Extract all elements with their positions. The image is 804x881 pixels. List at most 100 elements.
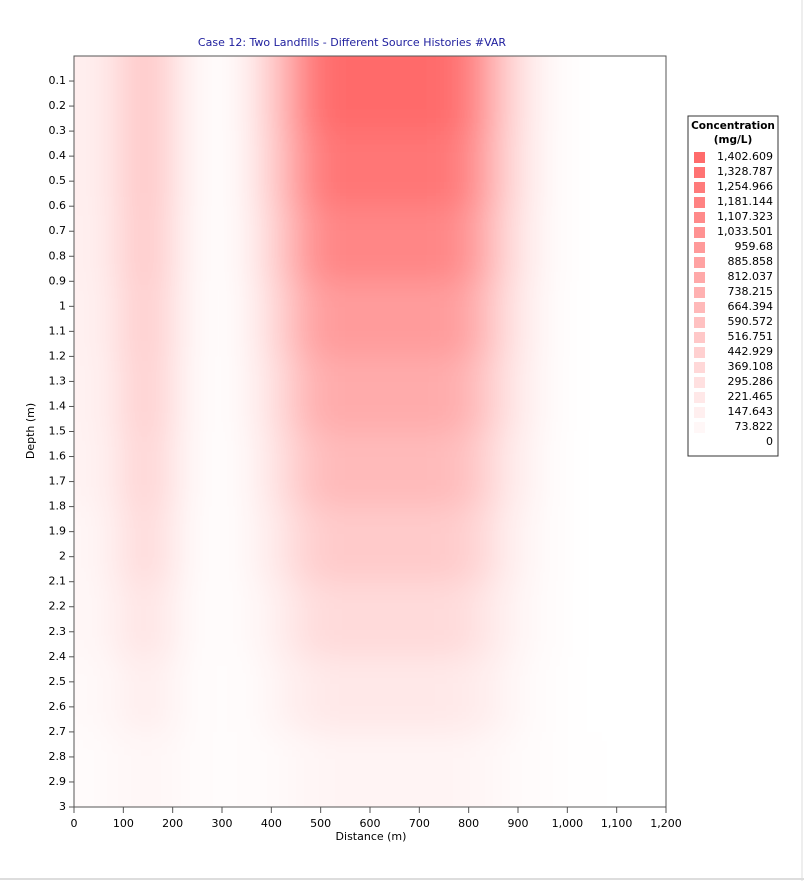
legend-swatch — [694, 377, 705, 388]
heat-cell — [320, 581, 346, 658]
heat-cell — [345, 506, 371, 583]
legend-label: 1,181.144 — [717, 195, 773, 208]
heat-cell — [468, 281, 494, 357]
heat-cell — [394, 281, 420, 357]
heat-cell — [394, 56, 420, 132]
heat-cell — [419, 56, 445, 132]
heat-cell — [172, 206, 198, 282]
heat-cell — [592, 356, 618, 432]
legend-label: 1,254.966 — [717, 180, 773, 193]
heat-cell — [74, 431, 100, 508]
heat-cell — [394, 731, 420, 807]
heat-cell — [444, 581, 470, 658]
heat-cell — [641, 506, 666, 583]
legend-swatch — [694, 167, 705, 178]
heat-cell — [370, 131, 396, 207]
heat-cell — [592, 506, 618, 583]
legend-label: 738.215 — [728, 285, 774, 298]
heat-cell — [296, 581, 322, 658]
heat-cell — [419, 506, 445, 583]
heat-cell — [172, 56, 198, 132]
heat-cell — [394, 506, 420, 583]
heat-cell — [148, 431, 174, 508]
y-tick-label: 1.9 — [49, 525, 67, 538]
x-tick-label: 400 — [261, 817, 282, 830]
heat-cell — [370, 656, 396, 733]
heat-cell — [394, 131, 420, 207]
legend-label: 1,107.323 — [717, 210, 773, 223]
x-tick-label: 800 — [458, 817, 479, 830]
y-axis-label: Depth (m) — [24, 403, 37, 459]
heat-cell — [172, 131, 198, 207]
heat-cell — [444, 656, 470, 733]
heat-cell — [98, 56, 124, 132]
heat-cell — [271, 731, 297, 807]
heat-cell — [641, 206, 666, 282]
heat-cell — [641, 356, 666, 432]
y-tick-label: 2.8 — [49, 750, 67, 763]
legend-swatch — [694, 197, 705, 208]
heat-cell — [148, 731, 174, 807]
heat-cell — [444, 281, 470, 357]
heat-cell — [394, 656, 420, 733]
heat-cell — [370, 431, 396, 508]
heat-cell — [74, 506, 100, 583]
legend-swatch — [694, 317, 705, 328]
heat-cell — [123, 431, 149, 508]
heat-cell — [419, 206, 445, 282]
legend-swatch — [694, 242, 705, 253]
y-tick-label: 0.4 — [49, 149, 67, 162]
x-tick-label: 300 — [212, 817, 233, 830]
heat-cell — [123, 581, 149, 658]
heat-cell — [98, 206, 124, 282]
heat-cell — [370, 731, 396, 807]
x-tick-label: 1,200 — [650, 817, 682, 830]
heat-cell — [592, 131, 618, 207]
legend-swatch — [694, 182, 705, 193]
heat-cell — [246, 281, 272, 357]
heat-cell — [542, 581, 568, 658]
heat-cell — [296, 431, 322, 508]
heat-cell — [74, 356, 100, 432]
heat-cell — [419, 281, 445, 357]
heat-cell — [542, 431, 568, 508]
heat-cell — [641, 131, 666, 207]
heat-cell — [123, 506, 149, 583]
x-tick-label: 600 — [360, 817, 381, 830]
heat-cell — [197, 581, 223, 658]
y-tick-label: 1.1 — [49, 324, 67, 337]
heat-cell — [123, 731, 149, 807]
heat-cell — [148, 281, 174, 357]
heat-cell — [246, 656, 272, 733]
y-tick-label: 1.4 — [49, 399, 67, 412]
legend-swatch — [694, 272, 705, 283]
heat-cell — [419, 356, 445, 432]
heat-cell — [493, 431, 519, 508]
heat-cell — [148, 131, 174, 207]
heat-cell — [246, 131, 272, 207]
y-tick-label: 1.2 — [49, 349, 67, 362]
legend-title: (mg/L) — [714, 134, 753, 146]
heat-cell — [493, 206, 519, 282]
heat-cell — [197, 731, 223, 807]
heat-cell — [444, 206, 470, 282]
heat-cell — [271, 131, 297, 207]
legend: Concentration (mg/L) 1,402.609 1,328.787 1,2… — [691, 120, 775, 448]
heat-cell — [123, 656, 149, 733]
heat-cell — [616, 431, 642, 508]
y-tick-label: 2.2 — [49, 600, 67, 613]
heat-cell — [518, 356, 544, 432]
heat-cell — [542, 281, 568, 357]
heat-cell — [641, 281, 666, 357]
heat-cell — [197, 206, 223, 282]
heat-cell — [320, 506, 346, 583]
y-tick-label: 1.8 — [49, 500, 67, 513]
heat-cell — [98, 656, 124, 733]
heat-cell — [419, 581, 445, 658]
heat-cell — [222, 731, 248, 807]
heat-cell — [518, 581, 544, 658]
heat-cell — [296, 206, 322, 282]
heat-cell — [518, 131, 544, 207]
heat-cell — [345, 431, 371, 508]
y-tick-label: 2 — [59, 550, 66, 563]
